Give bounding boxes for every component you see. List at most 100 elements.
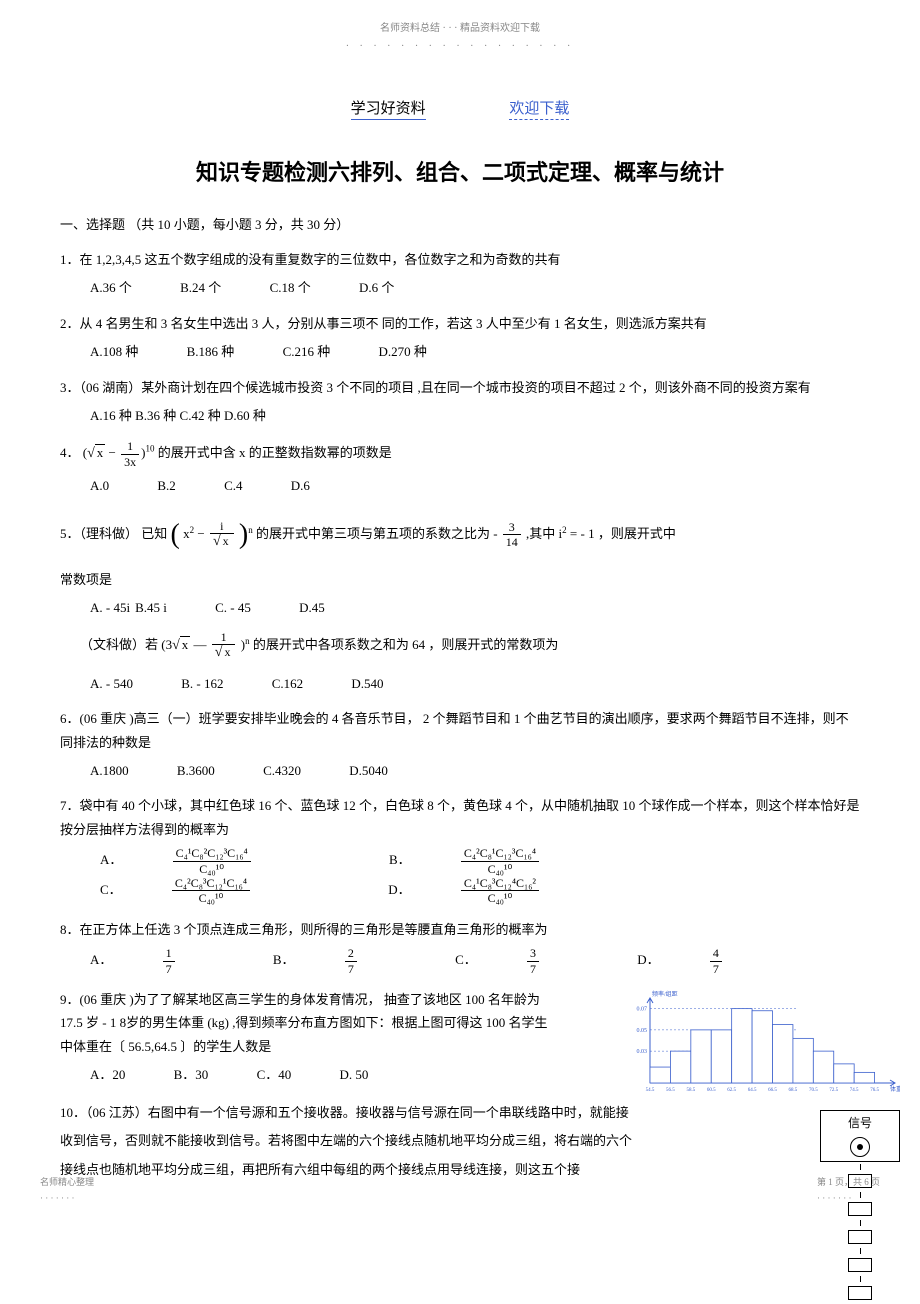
q5-options: A. - 45iB.45 i C. - 45 D.45 [90,596,860,619]
svg-text:54.5: 54.5 [646,1088,655,1093]
q9-opt-c: C．40 [257,1063,292,1086]
q5-suffix: ,其中 i [526,526,562,541]
q2-text: 2．从 4 名男生和 3 名女生中选出 3 人，分别从事三项不 同的工作，若这 … [60,312,860,335]
q7-opt-a: A． C₄¹C₈²C₁₂³C₁₆⁴C₄₀¹⁰ [100,846,341,876]
q10-text: 10．（06 江苏）右图中有一个信号源和五个接收器。接收器与信号源在同一个串联线… [60,1099,640,1185]
svg-text:56.5: 56.5 [666,1088,675,1093]
sub-header: 学习好资料 欢迎下载 [60,96,860,123]
q5-ratio-frac: 3 14 [503,520,521,550]
top-header-text: 名师资料总结 · · · 精品资料欢迎下载 [60,20,860,38]
sub-header-left: 学习好资料 [351,101,426,120]
main-title: 知识专题检测六排列、组合、二项式定理、概率与统计 [60,153,860,193]
q5w-opt-b: B. - 162 [181,672,223,695]
signal-label: 信号 [823,1113,897,1135]
svg-text:66.5: 66.5 [768,1088,777,1093]
q8-opt-b: B． 27 [273,946,447,976]
q4-opt-d: D.6 [291,474,310,497]
q4-suffix: 的展开式中含 x 的正整数指数幂的项数是 [158,445,392,460]
q5w-opt-c: C.162 [272,672,303,695]
top-header-dots: · · · · · · · · · · · · · · · · · [60,38,860,56]
q1-text: 1．在 1,2,3,4,5 这五个数字组成的没有重复数字的三位数中，各位数字之和… [60,248,860,271]
q5-opt-a: A. - 45i [90,596,130,619]
q1-options: A.36 个 B.24 个 C.18 个 D.6 个 [90,276,860,299]
question-2: 2．从 4 名男生和 3 名女生中选出 3 人，分别从事三项不 同的工作，若这 … [60,312,860,364]
question-5: 5．（理科做） 已知 ( x2 − i √x )n 的展开式中第三项与第五项的系… [60,510,860,696]
signal-label-box: 信号 [820,1110,900,1162]
q2-opt-a: A.108 种 [90,340,138,363]
sub-header-right: 欢迎下载 [509,101,569,120]
svg-text:76.5: 76.5 [870,1088,879,1093]
connector-line [860,1248,861,1254]
q3-options: A.16 种 B.36 种 C.42 种 D.60 种 [90,404,860,427]
q1-opt-b: B.24 个 [180,276,221,299]
q5-frac: i √x [210,519,234,551]
q5w-suffix: 的展开式中各项系数之和为 64 ，则展开式的常数项为 [253,637,559,652]
q5-n: n [248,524,253,534]
question-10: 10．（06 江苏）右图中有一个信号源和五个接收器。接收器与信号源在同一个串联线… [60,1099,860,1185]
footer-left: 名师精心整理 · · · · · · · [40,1174,94,1206]
q7-options: A． C₄¹C₈²C₁₂³C₁₆⁴C₄₀¹⁰ B． C₄²C₈¹C₁₂³C₁₆⁴… [100,846,860,906]
q9-opt-a: A．20 [90,1063,125,1086]
q7-opt-b: B． C₄²C₈¹C₁₂³C₁₆⁴C₄₀¹⁰ [389,846,629,876]
q8-opt-a: A． 17 [90,946,265,976]
q8-text: 8．在正方体上任选 3 个顶点连成三角形，则所得的三角形是等腰直角三角形的概率为 [60,918,860,941]
svg-text:0.03: 0.03 [637,1049,648,1055]
q1-opt-d: D.6 个 [359,276,394,299]
q5-suffix2: = - 1 ，则展开式中 [570,526,676,541]
signal-source-icon [850,1137,870,1157]
q4-sqrt: x [95,444,106,460]
q6-opt-d: D.5040 [349,759,388,782]
svg-text:60.5: 60.5 [707,1088,716,1093]
svg-text:0.05: 0.05 [637,1028,648,1034]
q4-opt-b: B.2 [157,474,175,497]
q6-options: A.1800 B.3600 C.4320 D.5040 [90,759,860,782]
q5-prefix: 5．（理科做） 已知 [60,526,171,541]
q9-text: 9．(06 重庆 )为了了解某地区高三学生的身体发育情况， 抽查了该地区 100… [60,988,550,1058]
q1-opt-a: A.36 个 [90,276,132,299]
q9-opt-b: B．30 [174,1063,209,1086]
q7-opt-c: C． C₄²C₈³C₁₂¹C₁₆⁴C₄₀¹⁰ [100,876,340,906]
svg-text:0.07: 0.07 [637,1007,648,1013]
receiver-box [848,1258,872,1272]
question-7: 7．袋中有 40 个小球，其中红色球 16 个、蓝色球 12 个，白色球 8 个… [60,794,860,905]
svg-text:74.5: 74.5 [850,1088,859,1093]
footer-right: 第 1 页，共 6 页 · · · · · · · [817,1174,880,1206]
q4-options: A.0 B.2 C.4 D.6 [90,474,860,497]
q5-wenke: （文科做）若 (3√x — 1 √x )n 的展开式中各项系数之和为 64 ，则… [80,630,860,662]
svg-text:68.5: 68.5 [789,1088,798,1093]
q8-opt-d: D． 47 [637,946,812,976]
section-1-label: 一、选择题 （共 10 小题，每小题 3 分，共 30 分） [60,213,860,236]
q6-opt-b: B.3600 [177,759,215,782]
connector-line [860,1164,861,1170]
q5-opt-b: B.45 i [135,596,167,619]
q5-opt-c: C. - 45 [215,596,251,619]
q6-text: 6．(06 重庆 )高三（一）班学要安排毕业晚会的 4 各音乐节目， 2 个舞蹈… [60,707,860,754]
q3-text: 3．（06 湖南）某外商计划在四个候选城市投资 3 个不同的项目 ,且在同一个城… [60,376,860,399]
question-9: 9．(06 重庆 )为了了解某地区高三学生的身体发育情况， 抽查了该地区 100… [60,988,860,1087]
connector-line [860,1276,861,1282]
q7-text: 7．袋中有 40 个小球，其中红色球 16 个、蓝色球 12 个，白色球 8 个… [60,794,860,841]
connector-line [860,1220,861,1226]
q2-options: A.108 种 B.186 种 C.216 种 D.270 种 [90,340,860,363]
q4-prefix: 4． [60,445,83,460]
q2-opt-d: D.270 种 [378,340,426,363]
histogram-chart: 0.030.050.07频率/组距54.556.558.560.562.564.… [620,988,900,1098]
q6-opt-c: C.4320 [263,759,301,782]
q5-mid: 的展开式中第三项与第五项的系数之比为 - [256,526,501,541]
q6-opt-a: A.1800 [90,759,129,782]
q4-opt-a: A.0 [90,474,109,497]
receiver-box [848,1230,872,1244]
q5w-prefix: （文科做）若 [80,637,161,652]
q5w-frac: 1 √x [212,630,236,662]
q5w-options: A. - 540 B. - 162 C.162 D.540 [90,672,860,695]
q9-opt-d: D. 50 [339,1063,368,1086]
question-8: 8．在正方体上任选 3 个顶点连成三角形，则所得的三角形是等腰直角三角形的概率为… [60,918,860,976]
q8-opt-c: C． 37 [455,946,629,976]
q2-opt-c: C.216 种 [283,340,331,363]
q2-opt-b: B.186 种 [187,340,235,363]
signal-diagram: 信号 [820,1110,900,1304]
q7-opt-d: D． C₄¹C₈³C₁₂⁴C₁₆²C₄₀¹⁰ [388,876,629,906]
question-3: 3．（06 湖南）某外商计划在四个候选城市投资 3 个不同的项目 ,且在同一个城… [60,376,860,428]
svg-text:58.5: 58.5 [686,1088,695,1093]
top-micro-header: 名师资料总结 · · · 精品资料欢迎下载 · · · · · · · · · … [60,20,860,56]
